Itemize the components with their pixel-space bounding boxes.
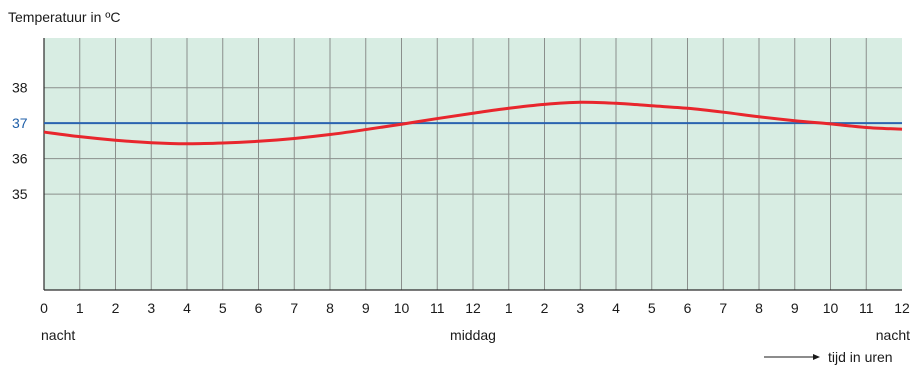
x-tick-label: 9: [791, 300, 799, 316]
x-tick-label: 3: [576, 300, 584, 316]
x-tick-label: 2: [541, 300, 549, 316]
arrow-head-icon: [813, 354, 820, 360]
y-tick-label: 37: [12, 115, 28, 131]
x-tick-label: 0: [40, 300, 48, 316]
x-tick-label: 7: [290, 300, 298, 316]
x-tick-label: 12: [465, 300, 481, 316]
x-tick-label: 1: [505, 300, 513, 316]
x-sublabel: middag: [450, 327, 496, 343]
y-tick-label: 36: [12, 151, 28, 167]
x-tick-label: 3: [147, 300, 155, 316]
x-tick-label: 2: [112, 300, 120, 316]
temperature-curve: [43, 100, 903, 146]
x-tick-label: 6: [684, 300, 692, 316]
x-axis-title: tijd in uren: [764, 349, 893, 365]
x-tick-label: 12: [894, 300, 910, 316]
x-tick-label: 11: [859, 300, 874, 316]
y-tick-label: 35: [12, 186, 28, 202]
x-tick-label: 4: [612, 300, 620, 316]
x-tick-labels: 0 1 2 3 4 5 6 7 8 9 10 11 12 1 2 3 4 5 6 7 8 9 10 11 12: [40, 300, 910, 316]
x-tick-label: 11: [430, 300, 445, 316]
x-tick-label: 6: [255, 300, 263, 316]
x-sublabels: nacht middag nacht: [41, 327, 910, 343]
x-sublabel: nacht: [41, 327, 75, 343]
chart-title: Temperatuur in ºC: [8, 9, 121, 25]
x-tick-label: 1: [76, 300, 84, 316]
x-tick-label: 10: [394, 300, 410, 316]
x-tick-label: 10: [823, 300, 839, 316]
y-tick-label: 38: [12, 80, 28, 96]
vertical-grid-lines: [79, 38, 867, 290]
y-tick-labels: 35 36 37 38: [12, 80, 28, 202]
x-tick-label: 9: [362, 300, 370, 316]
x-tick-label: 8: [755, 300, 763, 316]
x-tick-label: 7: [719, 300, 727, 316]
x-tick-label: 5: [219, 300, 227, 316]
x-tick-label: 4: [183, 300, 191, 316]
horizontal-grid-lines: [44, 87, 902, 195]
x-tick-label: 5: [648, 300, 656, 316]
x-axis-label: tijd in uren: [828, 349, 893, 365]
x-sublabel: nacht: [876, 327, 910, 343]
x-tick-label: 8: [326, 300, 334, 316]
